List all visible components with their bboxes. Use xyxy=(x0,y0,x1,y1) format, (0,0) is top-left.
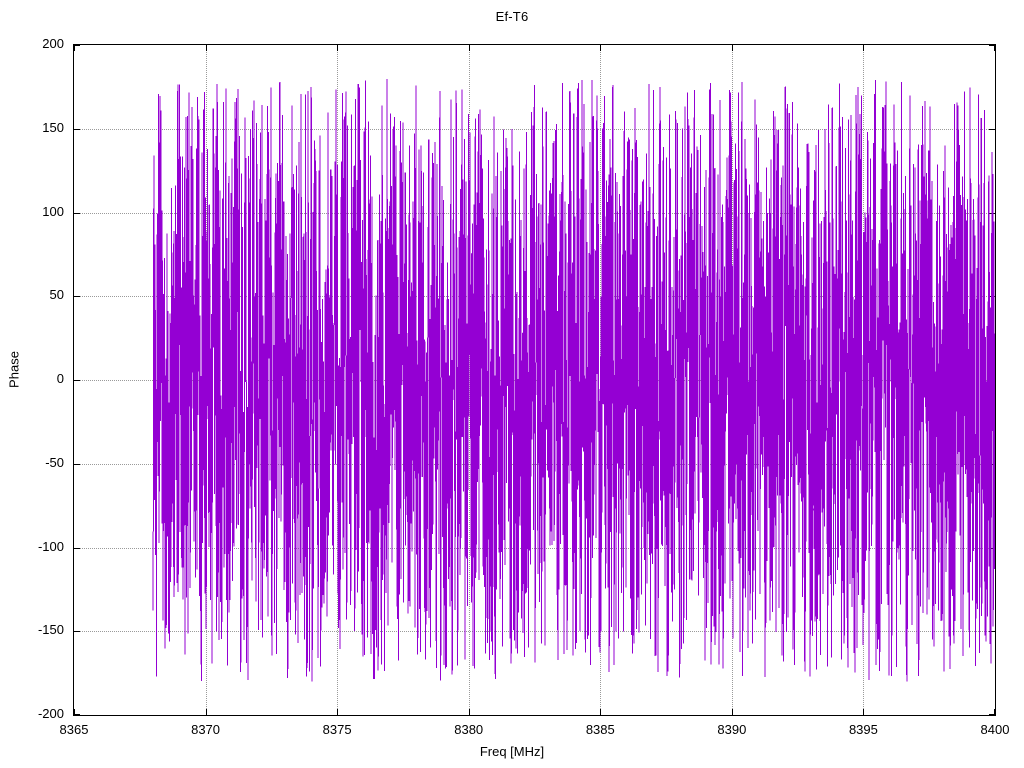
x-axis-tick xyxy=(994,45,995,51)
x-axis-tick xyxy=(468,45,470,51)
x-axis-tick xyxy=(600,709,602,715)
x-axis-tick xyxy=(74,45,75,51)
chart-title: Ef-T6 xyxy=(495,9,529,24)
x-axis-tick xyxy=(468,709,470,715)
y-axis-tick xyxy=(989,128,995,130)
x-axis-tick xyxy=(205,45,207,51)
y-axis-tick xyxy=(74,714,80,715)
y-axis-tick xyxy=(74,212,80,214)
x-axis-tick-label: 8395 xyxy=(848,722,878,737)
y-axis-tick-label: -100 xyxy=(37,538,64,554)
x-axis-tick xyxy=(731,45,733,51)
y-axis-tick xyxy=(989,463,995,465)
x-axis-tick xyxy=(205,709,207,715)
plot-area xyxy=(73,44,996,716)
y-axis-tick-label: -200 xyxy=(37,706,64,721)
y-axis-tick xyxy=(74,631,80,633)
y-axis-tick xyxy=(989,45,995,46)
y-axis-tick xyxy=(74,128,80,130)
y-axis-tick-label: -50 xyxy=(45,454,64,470)
x-axis-tick-label: 8375 xyxy=(322,722,352,737)
x-axis-tick xyxy=(337,45,339,51)
x-axis-tick xyxy=(337,709,339,715)
y-axis-tick xyxy=(74,463,80,465)
y-axis-tick xyxy=(74,296,80,298)
x-axis-tick-label: 8370 xyxy=(191,722,221,737)
x-axis-tick-label: 8390 xyxy=(717,722,747,737)
y-axis-tick-label: 150 xyxy=(42,119,64,135)
y-axis-tick xyxy=(74,380,80,381)
y-axis-tick xyxy=(74,45,80,46)
x-axis-title: Freq [MHz] xyxy=(479,744,545,759)
y-axis-tick-label: 0 xyxy=(56,371,64,386)
y-axis-tick xyxy=(989,547,995,549)
x-axis-tick xyxy=(863,45,865,51)
y-axis-tick-label: -150 xyxy=(37,622,64,638)
y-axis-tick-label: 200 xyxy=(42,36,64,51)
y-axis-tick xyxy=(74,547,80,549)
x-axis-tick-label: 8365 xyxy=(59,722,89,737)
x-axis-tick xyxy=(731,709,733,715)
x-axis-tick-label: 8400 xyxy=(980,722,1010,737)
y-axis-tick-label: 100 xyxy=(42,203,64,219)
y-axis-tick xyxy=(989,714,995,715)
phase-trace xyxy=(152,78,995,682)
y-axis-title: Phase xyxy=(6,351,22,388)
x-axis-tick xyxy=(863,709,865,715)
y-axis-tick-label: 50 xyxy=(49,287,64,303)
x-axis-tick xyxy=(600,45,602,51)
y-axis-tick xyxy=(989,631,995,633)
phase-data-series xyxy=(152,78,995,682)
gridline-horizontal xyxy=(74,631,995,633)
gridline-horizontal xyxy=(74,547,995,549)
x-axis-tick xyxy=(74,709,75,715)
x-axis-tick-label: 8380 xyxy=(454,722,484,737)
x-axis-tick-label: 8385 xyxy=(585,722,615,737)
x-axis-tick xyxy=(994,709,995,715)
